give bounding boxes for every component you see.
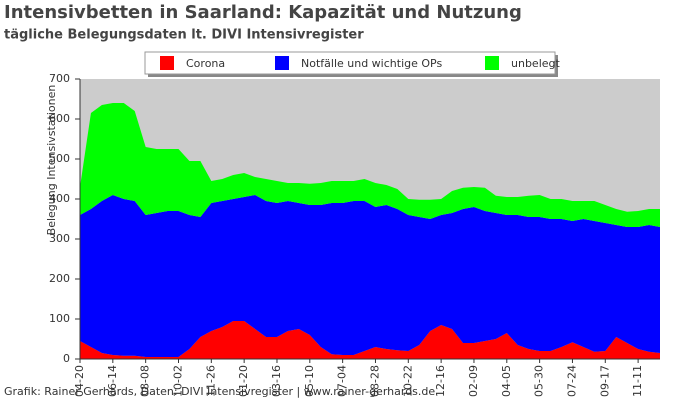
x-tick-label: 12-16 [434,365,447,397]
area [80,321,660,359]
x-tick-label: 03-16 [270,365,283,397]
x-tick-label: 01-20 [237,365,250,397]
legend-label: unbelegt [511,57,560,70]
x-tick-label: 11-11 [631,365,644,397]
legend-swatch [160,56,174,70]
x-tick-label: 08-08 [139,365,152,397]
y-tick-label: 500 [49,152,70,165]
x-tick-label: 10-02 [171,365,184,397]
y-tick-label: 100 [49,312,70,325]
chart-title: Intensivbetten in Saarland: Kapazität un… [4,2,522,23]
x-tick-label: 10-22 [401,365,414,397]
x-tick-label: 09-17 [598,365,611,397]
x-tick-label: 02-09 [467,365,480,397]
x-tick-label: 05-10 [303,365,316,397]
x-tick-label: 04-05 [500,365,513,397]
y-tick-label: 400 [49,192,70,205]
y-tick-label: 200 [49,272,70,285]
chart-subtitle: tägliche Belegungsdaten lt. DIVI Intensi… [4,28,364,43]
x-tick-label: 07-24 [565,365,578,397]
legend-box [144,51,556,75]
x-tick-label: 11-26 [204,365,217,397]
x-tick-label: 04-20 [73,365,86,397]
y-tick-label: 700 [49,72,70,85]
y-tick-label: 0 [63,352,70,365]
y-tick-label: 600 [49,112,70,125]
legend-label: Corona [186,57,225,70]
footer: Grafik: Rainer Gerhards, Daten: DIVI Int… [4,385,435,398]
legend-label: Notfälle und wichtige OPs [301,57,442,70]
area [80,195,660,357]
legend-swatch [275,56,289,70]
y-axis-label: Belegung Intensivstationen [45,85,58,236]
x-tick-label: 08-28 [368,365,381,397]
area [80,103,660,227]
x-tick-label: 05-30 [533,365,546,397]
x-tick-label: 07-04 [336,365,349,397]
legend-swatch [485,56,499,70]
y-tick-label: 300 [49,232,70,245]
x-tick-label: 06-14 [106,365,119,397]
